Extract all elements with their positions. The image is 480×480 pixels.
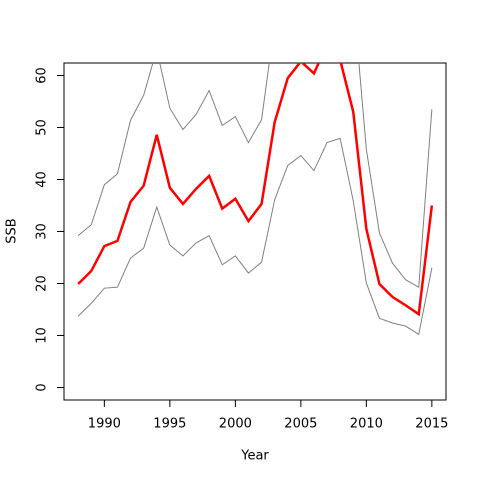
x-tick-label: 1995	[153, 417, 186, 432]
y-axis-label: SSB	[5, 218, 20, 243]
y-tick-label: 10	[35, 327, 50, 344]
y-tick-label: 50	[35, 119, 50, 136]
x-tick-label: 2010	[350, 417, 383, 432]
lines	[77, 63, 434, 336]
y-tick-label: 60	[35, 67, 50, 84]
y-tick-label: 30	[35, 223, 50, 240]
series-line	[77, 63, 434, 317]
x-axis-label: Year	[240, 449, 269, 464]
y-tick-label: 20	[35, 275, 50, 292]
series-line	[77, 137, 433, 336]
x-tick-label: 2005	[284, 417, 317, 432]
x-tick-label: 1990	[88, 417, 121, 432]
x-tick-label: 2000	[219, 417, 252, 432]
x-tick-label: 2015	[415, 417, 448, 432]
y-tick-label: 0	[35, 383, 50, 391]
series-line	[77, 63, 433, 288]
y-tick-label: 40	[35, 171, 50, 188]
